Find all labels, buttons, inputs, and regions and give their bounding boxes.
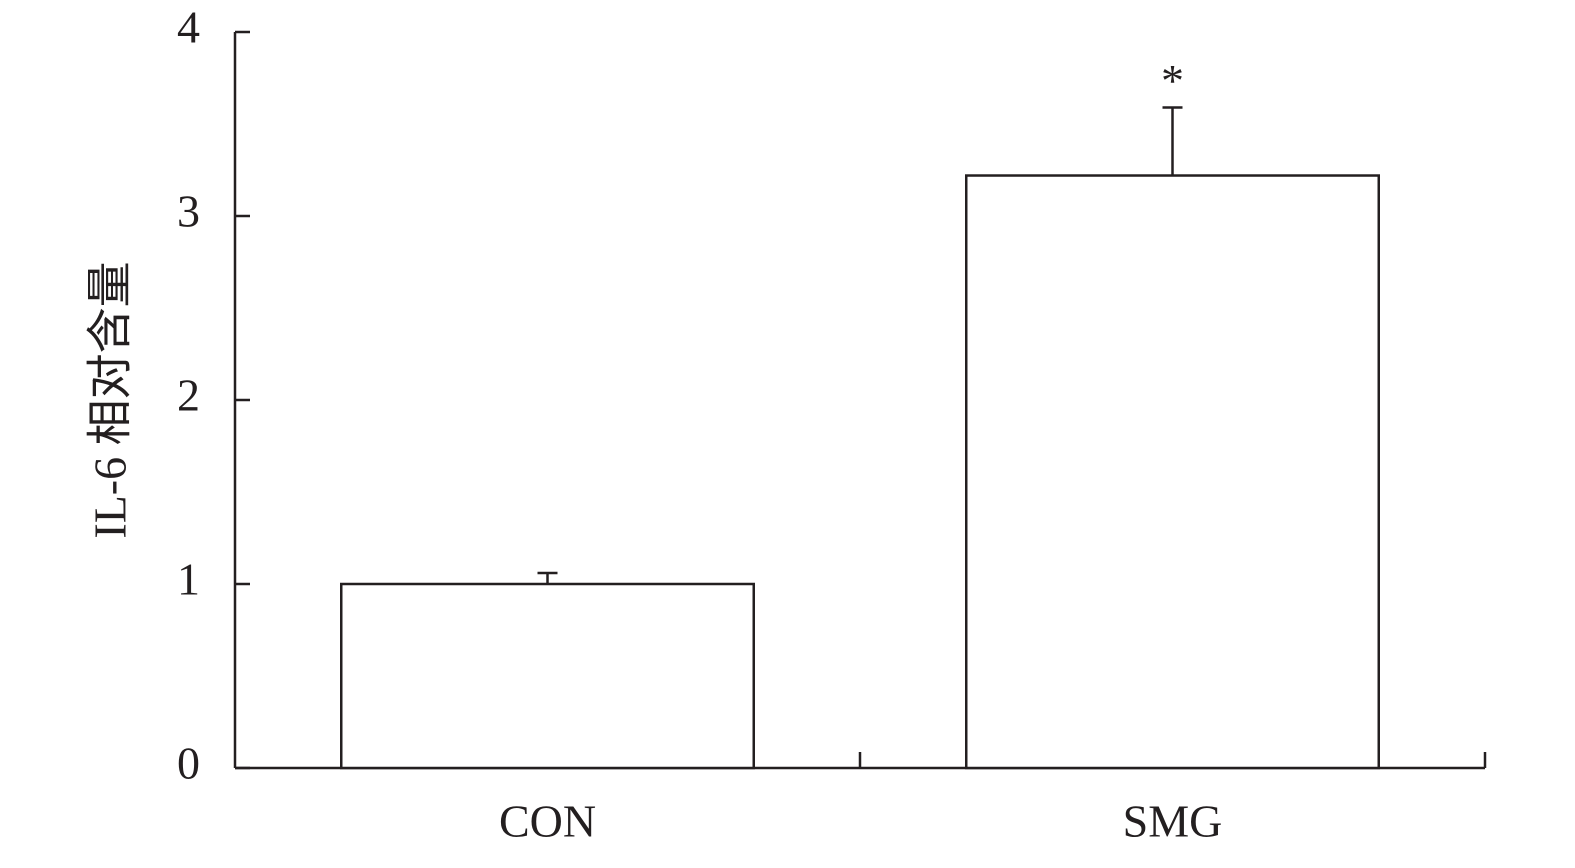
y-tick-label: 0 <box>177 738 200 789</box>
y-axis-label: IL-6 相对含量 <box>85 261 136 538</box>
y-tick-label: 1 <box>177 554 200 605</box>
bar <box>340 582 755 770</box>
y-tick-label: 2 <box>177 370 200 421</box>
significance-marker: * <box>1161 55 1184 106</box>
bar <box>965 174 1380 770</box>
y-tick-label: 4 <box>177 2 200 53</box>
x-tick-label: CON <box>499 796 596 847</box>
y-tick-label: 3 <box>177 186 200 237</box>
x-tick-label: SMG <box>1123 796 1223 847</box>
